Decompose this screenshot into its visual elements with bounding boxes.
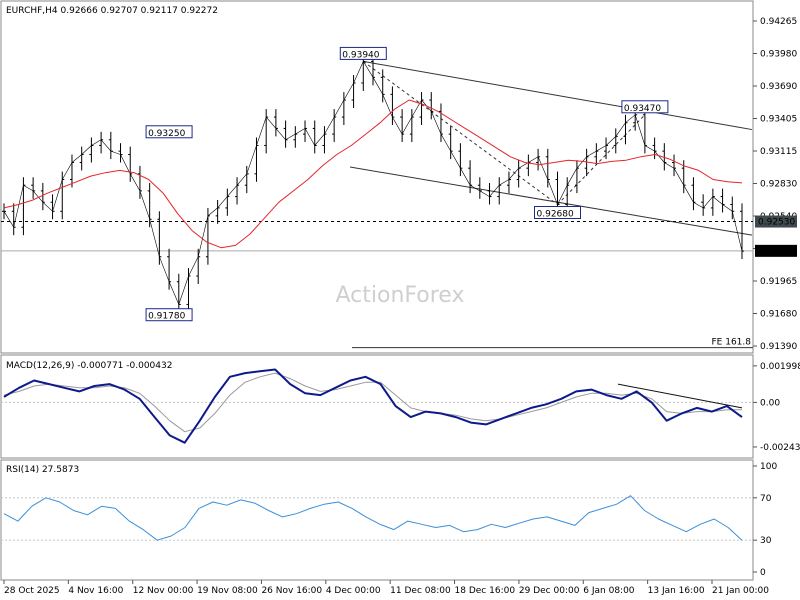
rsi-axis-label: 0 [760,568,766,578]
x-axis-label: 13 Jan 16:00 [648,586,705,596]
price-panel-title: EURCHF,H4 0.92666 0.92707 0.92117 0.9227… [6,6,218,16]
annotation-box [339,46,387,60]
price-axis-label: 0.91965 [760,277,797,287]
macd-layer [1,368,753,444]
x-axis-label: 26 Nov 16:00 [261,586,322,596]
price-panel-frame [0,0,754,354]
x-axis-label: 12 Nov 00:00 [133,586,194,596]
macd-axis-label: 0.00 [760,398,780,408]
macd-panel-title: MACD(12,26,9) -0.000771 -0.000432 [6,361,172,371]
macd-axis-label: -0.002434 [760,443,800,453]
moving-average-line [3,99,743,249]
channel-upper-line [363,60,753,131]
annotation-label: 0.92680 [537,210,574,220]
level-badge [755,244,797,257]
annotation-box [145,125,193,139]
rsi-axis-label: 30 [760,536,772,546]
axis-layer: 0.94265 0.93980 0.93690 0.93405 0.93115 0.928… [3,17,800,596]
x-axis-label: 28 Oct 2025 [4,586,60,596]
dashed-trend-line [362,61,558,205]
x-axis-label: 21 Jan 00:00 [712,586,769,596]
level-badge-label: 0.92272 [758,247,795,257]
dashed-trend-line [557,114,646,205]
x-axis-label: 6 Jan 08:00 [583,586,635,596]
x-axis-label: 11 Dec 08:00 [390,586,451,596]
annotation-label: 0.93250 [148,129,185,139]
macd-signal-line [3,372,742,433]
price-layer: 0.93250 0.91780 0.93940 0.92680 0.93470 FE 16… [1,46,753,349]
price-close-line [3,61,743,305]
level-badge [755,215,797,228]
fe-label: FE 161.8 [712,338,752,348]
x-axis-label: 29 Dec 00:00 [519,586,580,596]
channel-lower-line [349,166,753,236]
x-axis-label: 18 Dec 16:00 [455,586,516,596]
price-axis-label: 0.93690 [760,82,797,92]
x-axis-label: 4 Dec 00:00 [326,586,381,596]
price-axis-label: 0.91680 [760,310,797,320]
x-axis-label: 4 Nov 16:00 [68,586,123,596]
macd-line [3,368,743,444]
price-axis-label: 0.93115 [760,147,797,157]
price-axis-label: 0.92830 [760,180,797,190]
rsi-line [3,495,743,541]
watermark: ActionForex [336,283,465,308]
level-badge-label: 0.92530 [758,218,795,228]
price-axis-label: 0.93405 [760,115,797,125]
price-axis-label: 0.93980 [760,50,797,60]
rsi-axis-label: 70 [760,494,772,504]
rsi-layer [1,495,753,541]
price-axis-label: 0.94265 [760,17,797,27]
annotation-box [534,206,581,220]
price-axis-label: 0.91390 [760,342,797,352]
rsi-axis-label: 100 [760,462,777,472]
rsi-panel-title: RSI(14) 27.5873 [6,465,79,475]
annotation-box [621,100,669,114]
macd-trend-line [617,383,743,409]
macd-panel-frame [0,354,754,459]
annotation-label: 0.91780 [148,312,185,322]
rsi-panel-frame [0,459,754,581]
annotation-label: 0.93940 [342,50,379,60]
macd-axis-label: 0.001998 [760,362,800,372]
annotation-label: 0.93470 [624,104,661,114]
annotation-box [145,308,193,322]
x-axis-label: 19 Nov 08:00 [197,586,258,596]
